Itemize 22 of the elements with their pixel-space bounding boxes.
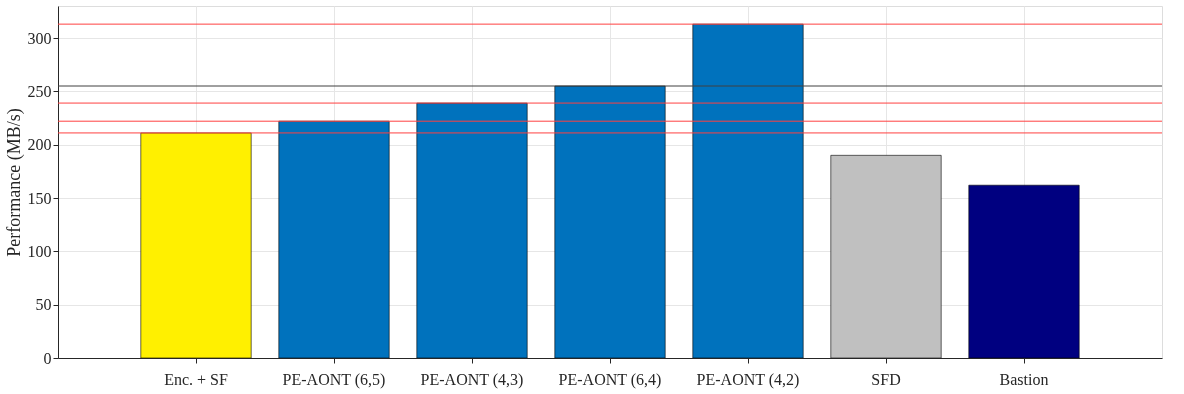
x-tick-label: PE-AONT (4,3) xyxy=(420,370,524,389)
bar xyxy=(278,120,390,358)
x-tick-label: SFD xyxy=(871,370,901,388)
x-tick-label: Bastion xyxy=(999,370,1049,388)
y-tick-label: 100 xyxy=(27,242,52,260)
x-tick-label: PE-AONT (4,2) xyxy=(696,370,800,389)
x-tick-label: Enc. + SF xyxy=(164,370,228,388)
bar xyxy=(554,85,666,358)
y-tick-label: 150 xyxy=(27,189,52,207)
bar xyxy=(416,102,528,358)
bar xyxy=(140,132,252,358)
bar xyxy=(968,184,1080,358)
y-tick-label: 250 xyxy=(27,82,52,100)
x-tick-label: PE-AONT (6,5) xyxy=(282,370,386,389)
bar xyxy=(692,23,804,358)
x-tick-label: PE-AONT (6,4) xyxy=(558,370,662,389)
y-tick-label: 50 xyxy=(35,296,52,314)
bar xyxy=(830,155,942,358)
y-tick-label: 200 xyxy=(27,136,52,154)
y-tick-label: 0 xyxy=(43,349,52,367)
y-tick-label: 300 xyxy=(27,29,52,47)
y-axis-title: Performance (MB/s) xyxy=(3,108,25,257)
